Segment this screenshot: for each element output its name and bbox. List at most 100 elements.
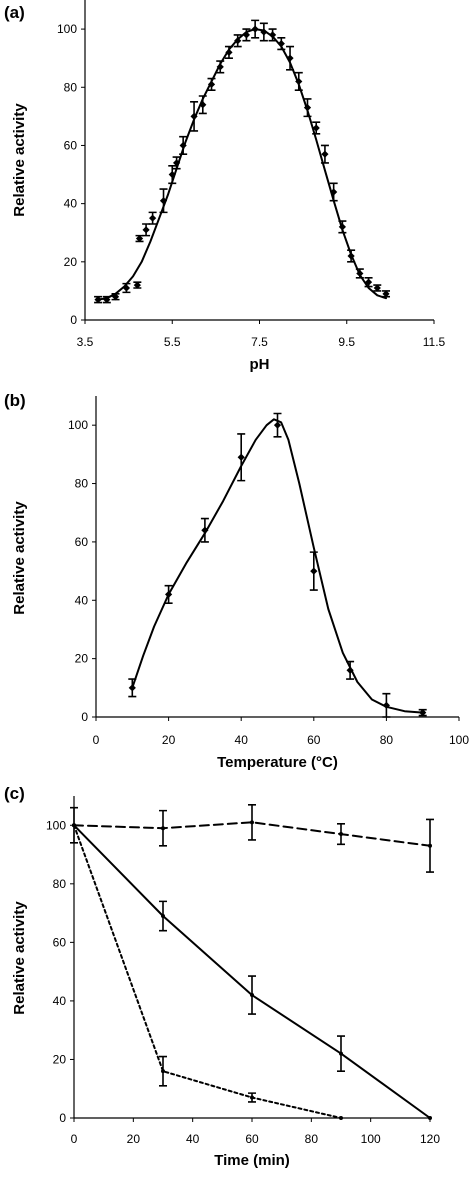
y-tick-label: 40 <box>53 994 67 1008</box>
data-point <box>234 37 242 45</box>
x-axis-title: Time (min) <box>214 1152 290 1169</box>
data-point <box>173 159 181 167</box>
panel-label: (b) <box>4 391 26 410</box>
y-tick-label: 60 <box>53 935 67 949</box>
data-point <box>242 31 251 39</box>
chart-panel-1: (a) 0 20 40 60 80 100 3.5 5.5 7.5 9.5 11.5 pH Relativ… <box>4 0 446 373</box>
data-point <box>250 820 254 825</box>
x-tick-label: 80 <box>305 1132 319 1146</box>
y-tick-label: 80 <box>75 477 89 491</box>
y-axis-title: Relative activity <box>11 103 28 217</box>
data-point <box>312 124 320 132</box>
data-point <box>356 269 364 278</box>
y-tick-label: 40 <box>75 593 89 607</box>
y-tick-label: 100 <box>57 22 77 36</box>
data-point <box>161 1069 165 1074</box>
data-point <box>111 293 120 301</box>
chart-panel-3: (c) 0 20 40 60 80 100 0 20 40 60 80 100 120 Time (min)… <box>4 784 440 1169</box>
series-line <box>73 824 342 1119</box>
data-point <box>94 296 102 304</box>
data-point <box>339 832 343 837</box>
y-tick-label: 20 <box>53 1052 67 1066</box>
y-tick-label: 100 <box>68 418 88 432</box>
y-tick-label: 80 <box>53 877 67 891</box>
y-tick-label: 60 <box>64 138 78 152</box>
y-tick-label: 40 <box>64 197 78 211</box>
data-point <box>286 54 294 62</box>
x-tick-label: 60 <box>245 1132 259 1146</box>
data-point <box>250 993 254 998</box>
series-3 <box>72 823 343 1120</box>
y-tick-label: 20 <box>75 652 89 666</box>
x-tick-label: 120 <box>420 1132 440 1146</box>
data-point <box>149 214 157 222</box>
data-point <box>339 1051 343 1056</box>
data-point <box>122 284 131 292</box>
series-1 <box>94 19 391 304</box>
data-point <box>159 197 168 205</box>
data-point <box>346 666 354 674</box>
x-tick-label: 9.5 <box>338 335 355 349</box>
data-point <box>179 141 187 150</box>
data-point <box>295 77 303 86</box>
y-tick-label: 80 <box>64 80 78 94</box>
x-tick-label: 20 <box>162 733 176 747</box>
x-axis-title: pH <box>250 356 270 373</box>
x-tick-label: 5.5 <box>164 335 181 349</box>
data-point <box>310 567 318 575</box>
y-axis-title: Relative activity <box>11 501 28 615</box>
data-point <box>201 526 209 534</box>
series-line <box>73 821 431 847</box>
data-point <box>330 188 338 196</box>
x-tick-label: 0 <box>71 1132 78 1146</box>
x-tick-label: 60 <box>307 733 321 747</box>
data-point <box>428 1116 432 1120</box>
x-tick-label: 20 <box>127 1132 141 1146</box>
data-point <box>339 1116 343 1120</box>
data-point <box>251 25 259 33</box>
data-point <box>161 914 165 919</box>
x-axis-title: Temperature (°C) <box>217 754 338 771</box>
data-point <box>161 826 165 831</box>
chart-panel-2: (b) 0 20 40 60 80 100 0 20 40 60 80 100 Temperature (… <box>4 391 469 771</box>
data-point <box>103 296 111 304</box>
data-point <box>268 31 277 39</box>
data-point <box>216 63 224 71</box>
data-point <box>373 284 381 292</box>
x-tick-label: 40 <box>186 1132 200 1146</box>
y-tick-label: 60 <box>75 535 89 549</box>
fit-curve <box>131 418 424 714</box>
panel-label: (c) <box>4 784 25 803</box>
data-point <box>338 223 346 231</box>
x-tick-label: 7.5 <box>251 335 268 349</box>
x-tick-label: 100 <box>361 1132 381 1146</box>
y-tick-label: 0 <box>70 313 77 327</box>
y-tick-label: 0 <box>81 710 88 724</box>
data-point <box>237 453 245 461</box>
data-point <box>207 80 216 88</box>
x-tick-label: 100 <box>449 733 469 747</box>
data-point <box>199 101 207 109</box>
data-point <box>382 290 390 298</box>
data-point <box>190 112 198 120</box>
data-point <box>260 28 268 36</box>
data-point <box>250 1095 254 1100</box>
x-tick-label: 3.5 <box>77 335 94 349</box>
series-2 <box>72 823 432 1120</box>
x-tick-label: 80 <box>380 733 394 747</box>
data-point <box>364 278 373 286</box>
x-tick-label: 40 <box>235 733 249 747</box>
data-point <box>133 281 141 289</box>
data-point <box>135 234 144 243</box>
data-point <box>72 823 76 828</box>
series-1 <box>70 803 434 873</box>
data-point <box>168 170 176 179</box>
data-point <box>225 48 233 56</box>
series-1 <box>128 412 427 718</box>
x-tick-label: 0 <box>93 733 100 747</box>
y-tick-label: 100 <box>46 818 66 832</box>
y-axis-title: Relative activity <box>11 901 28 1015</box>
data-point <box>165 590 173 599</box>
data-point <box>419 709 427 717</box>
